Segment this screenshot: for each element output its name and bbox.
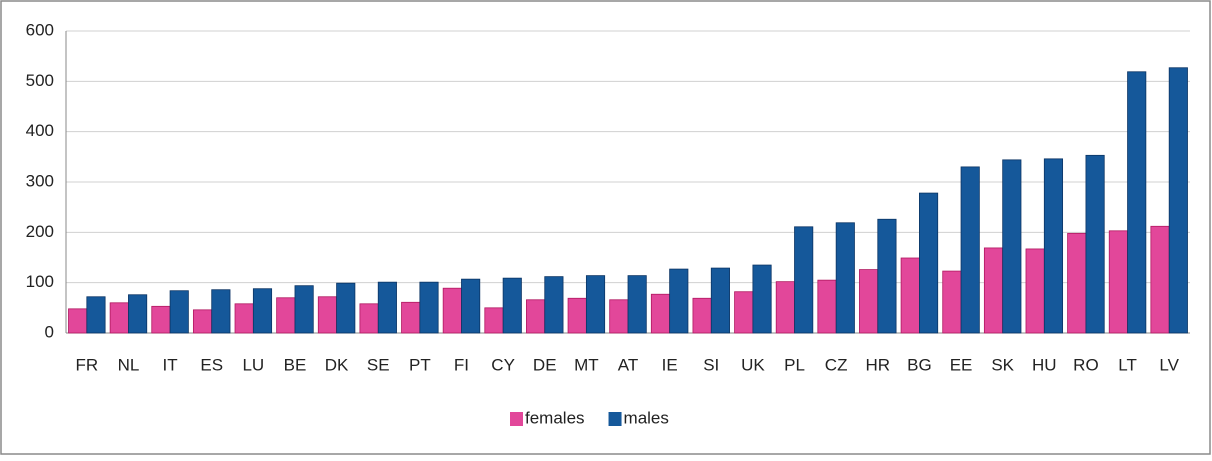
bar [151,305,171,334]
y-tick-label: 400 [26,121,54,140]
bar [1085,154,1105,334]
bar [276,297,296,334]
bar [1150,225,1170,334]
bar [877,218,897,334]
bar [484,307,504,334]
bar [68,308,88,334]
bar [502,277,522,334]
bar [169,290,189,334]
x-tick-label: MT [574,355,599,374]
bar [317,296,337,334]
x-tick-label: CY [491,355,515,374]
y-tick-label: 0 [45,322,54,341]
x-tick-label: FI [454,355,469,374]
x-tick-label: NL [118,355,140,374]
legend-label: females [525,408,585,427]
y-tick-label: 200 [26,222,54,241]
bar [669,268,689,334]
bar [234,303,254,334]
bar [359,303,379,334]
bar [942,270,962,334]
x-tick-label: ES [200,355,223,374]
bar [585,275,606,334]
bar [544,276,564,334]
bar [419,281,439,334]
bar [960,166,980,334]
x-tick-label: LT [1118,355,1137,374]
bar [377,281,397,334]
bar [86,296,106,334]
x-tick-label: RO [1073,355,1099,374]
y-tick-label: 500 [26,71,54,90]
x-tick-label: LU [242,355,264,374]
y-tick-label: 300 [26,171,54,190]
x-tick-label: HU [1032,355,1057,374]
bar [752,264,772,334]
bar [1002,159,1022,334]
bar [128,294,148,334]
bar [817,279,837,334]
bar [1067,232,1087,334]
legend-swatch [608,412,622,426]
bar [983,247,1004,334]
x-tick-label: BE [284,355,307,374]
x-tick-label: SK [991,355,1014,374]
x-tick-label: EE [950,355,973,374]
bar [252,288,273,334]
x-tick-label: DK [325,355,349,374]
bar [835,222,855,334]
bar [211,289,231,334]
x-tick-label: FR [75,355,98,374]
bar [1127,71,1147,334]
bar [567,297,587,334]
bar [336,282,356,334]
x-tick-label: SI [703,355,719,374]
bar [710,267,730,334]
x-tick-label: PT [409,355,431,374]
bar [692,297,712,334]
bar [442,287,462,334]
y-tick-label: 600 [26,20,54,39]
x-tick-label: BG [907,355,932,374]
bar [794,226,814,334]
bar [109,302,129,334]
x-tick-label: CZ [825,355,848,374]
bar [1025,248,1045,334]
bar [627,275,647,334]
bar [609,299,629,334]
y-tick-label: 100 [26,272,54,291]
bar [919,192,939,334]
bar [775,281,795,334]
bar [900,257,920,334]
x-tick-label: HR [865,355,890,374]
x-tick-label: DE [533,355,557,374]
bar [1108,230,1128,334]
x-tick-label: UK [741,355,765,374]
bar [401,301,421,334]
x-tick-label: IT [163,355,178,374]
bar [461,278,481,334]
legend-swatch [510,412,523,426]
x-tick-label: PL [784,355,805,374]
x-tick-label: SE [367,355,390,374]
bar [1168,67,1188,334]
x-tick-label: LV [1159,355,1179,374]
x-tick-label: IE [662,355,678,374]
bar [192,309,213,334]
bar [526,299,546,334]
bar [859,269,879,334]
legend-label: males [624,408,669,427]
bar [1043,158,1064,334]
bar [734,291,754,334]
bar [650,293,671,334]
bar [294,285,314,334]
x-tick-label: AT [618,355,638,374]
